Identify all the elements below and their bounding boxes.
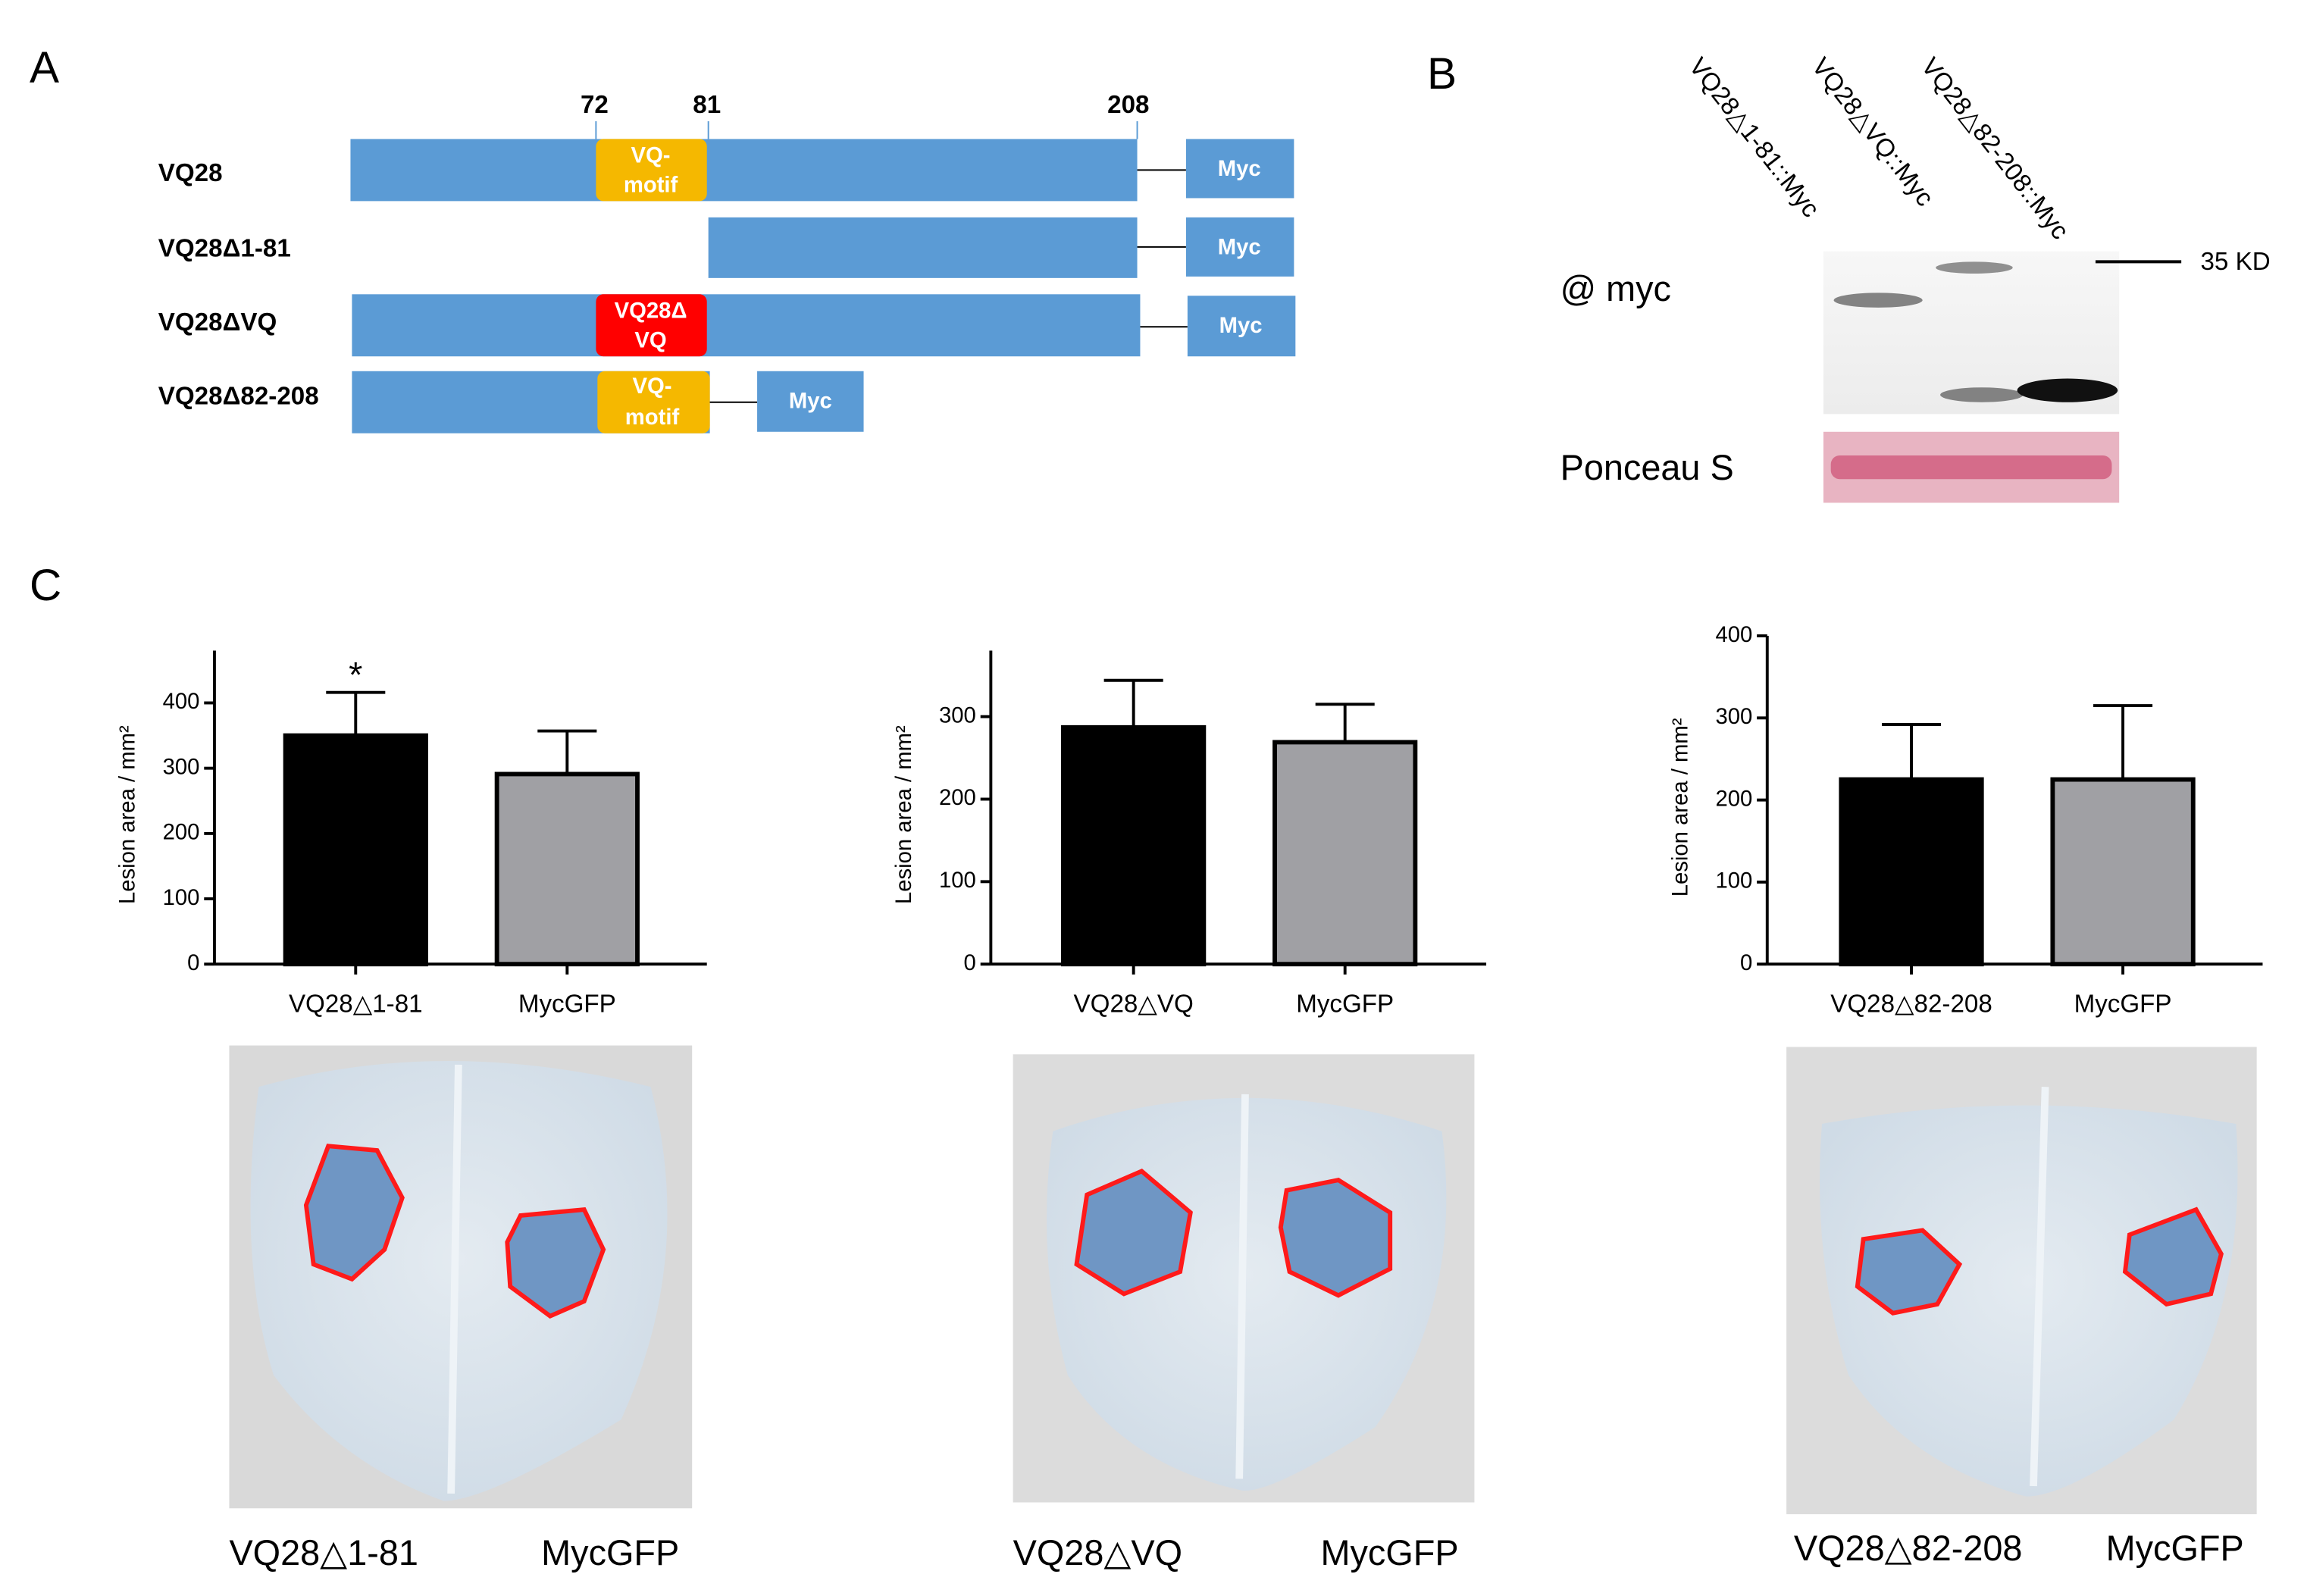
photo-caption: MycGFP [2106, 1529, 2244, 1568]
y-tick-label: 400 [1715, 623, 1752, 647]
y-tick-label: 0 [1740, 951, 1752, 975]
leaf-photo: VQ28△1-81 MycGFP [229, 1045, 693, 1573]
western-blot: VQ28△1-81::Myc VQ28△VQ::Myc VQ28△82-208:… [1560, 52, 2271, 503]
band [1940, 387, 2024, 402]
box-label: Myc [1219, 314, 1263, 338]
x-tick-label: VQ28△VQ [1074, 990, 1194, 1019]
myc-tag [1185, 139, 1294, 199]
box-label: motif [625, 405, 680, 430]
box-label: Myc [789, 389, 832, 413]
bar [283, 733, 428, 967]
bar [2050, 777, 2196, 967]
marker-label: 35 KD [2201, 248, 2271, 276]
y-tick-label: 200 [1715, 787, 1752, 811]
band [1833, 293, 1923, 308]
lesion [2122, 1206, 2224, 1307]
y-tick-label: 0 [187, 951, 199, 975]
vq-motif [596, 139, 707, 202]
photo-caption: VQ28△1-81 [229, 1533, 418, 1573]
lesion [1278, 1178, 1393, 1298]
leaf-photo: VQ28△82-208 MycGFP [1786, 1047, 2257, 1568]
leaf-photo: VQ28△VQ MycGFP [1013, 1054, 1475, 1573]
box-label: Myc [1218, 157, 1261, 181]
panel-label: A [30, 43, 59, 92]
box-label: motif [624, 174, 678, 198]
bar-chart: 0 100 200 300 400 Lesion area / mm² VQ28△82-20… [1668, 623, 2263, 1019]
myc-tag [1185, 217, 1294, 277]
bar-chart: 0 100 200 300 400 Lesion area / mm² VQ28△1-81 *… [115, 650, 707, 1019]
bar [1839, 777, 1984, 967]
position-label: 81 [693, 91, 721, 119]
y-tick-label: 200 [939, 786, 976, 810]
y-axis-label: Lesion area / mm² [892, 725, 916, 904]
x-tick-label: VQ28△1-81 [289, 990, 423, 1019]
antibody-label: @ myc [1560, 269, 1671, 308]
y-tick-label: 400 [163, 690, 200, 714]
protein-bar [352, 294, 1141, 357]
box-label: VQ- [633, 374, 672, 399]
panel-label: B [1427, 49, 1457, 99]
y-axis-label: Lesion area / mm² [115, 725, 139, 904]
x-tick-label: VQ28△82-208 [1830, 990, 1992, 1019]
y-axis-label: Lesion area / mm² [1668, 718, 1692, 897]
significance-mark: * [349, 656, 362, 695]
photo-caption: VQ28△82-208 [1794, 1529, 2023, 1568]
position-label: 208 [1107, 91, 1149, 119]
leaf-vein [1235, 1094, 1249, 1479]
position-label: 72 [581, 91, 609, 119]
ponceau-band [1830, 455, 2112, 480]
leaf-vein [447, 1064, 462, 1494]
construct-label: VQ28Δ1-81 [158, 235, 291, 263]
lesion [1855, 1228, 1963, 1316]
box-label: VQ [634, 328, 666, 352]
y-tick-label: 0 [964, 951, 976, 975]
photo-caption: MycGFP [1320, 1533, 1458, 1573]
photo-caption: MycGFP [541, 1533, 679, 1573]
band [1936, 261, 2013, 274]
vq-deletion [596, 294, 707, 357]
band [2017, 378, 2118, 402]
lane-label: VQ28△VQ::Myc [1806, 52, 1939, 211]
panel-label: C [30, 561, 61, 610]
lesion [505, 1207, 606, 1319]
protein-bar [708, 217, 1138, 278]
leaf-vein [2030, 1087, 2049, 1487]
y-tick-label: 100 [163, 886, 200, 910]
lane-label: VQ28△82-208::Myc [1915, 52, 2074, 244]
construct-label: VQ28 [158, 159, 223, 187]
protein-bar [350, 139, 1138, 202]
leaf [1819, 1105, 2238, 1497]
bar [1272, 740, 1418, 967]
bar-chart: 0 100 200 300 Lesion area / mm² VQ28△VQ MycGFP [892, 650, 1487, 1019]
loading-label: Ponceau S [1560, 448, 1734, 487]
myc-tag [1187, 296, 1296, 357]
x-tick-label: MycGFP [1296, 990, 1394, 1019]
y-tick-label: 300 [1715, 705, 1752, 729]
domain-diagram: 72 81 208 VQ28 VQ- motif Myc VQ28Δ1-81 M… [158, 91, 1296, 433]
y-tick-label: 300 [163, 755, 200, 779]
box-label: VQ28Δ [615, 299, 687, 323]
bar [494, 771, 640, 967]
myc-tag [757, 371, 864, 432]
lane-label: VQ28△1-81::Myc [1683, 52, 1825, 222]
lesion [303, 1144, 405, 1282]
construct-label: VQ28Δ82-208 [158, 383, 319, 411]
construct-label: VQ28ΔVQ [158, 308, 277, 336]
y-tick-label: 300 [939, 703, 976, 728]
vq-motif [597, 371, 710, 433]
y-tick-label: 100 [1715, 869, 1752, 893]
y-tick-label: 100 [939, 868, 976, 893]
box-label: VQ- [631, 144, 671, 168]
photo-caption: VQ28△VQ [1013, 1533, 1182, 1573]
box-label: Myc [1218, 236, 1261, 260]
bar [1061, 724, 1207, 967]
y-tick-label: 200 [163, 821, 200, 845]
x-tick-label: MycGFP [2074, 990, 2172, 1019]
x-tick-label: MycGFP [518, 990, 616, 1019]
lesion [1074, 1168, 1193, 1297]
